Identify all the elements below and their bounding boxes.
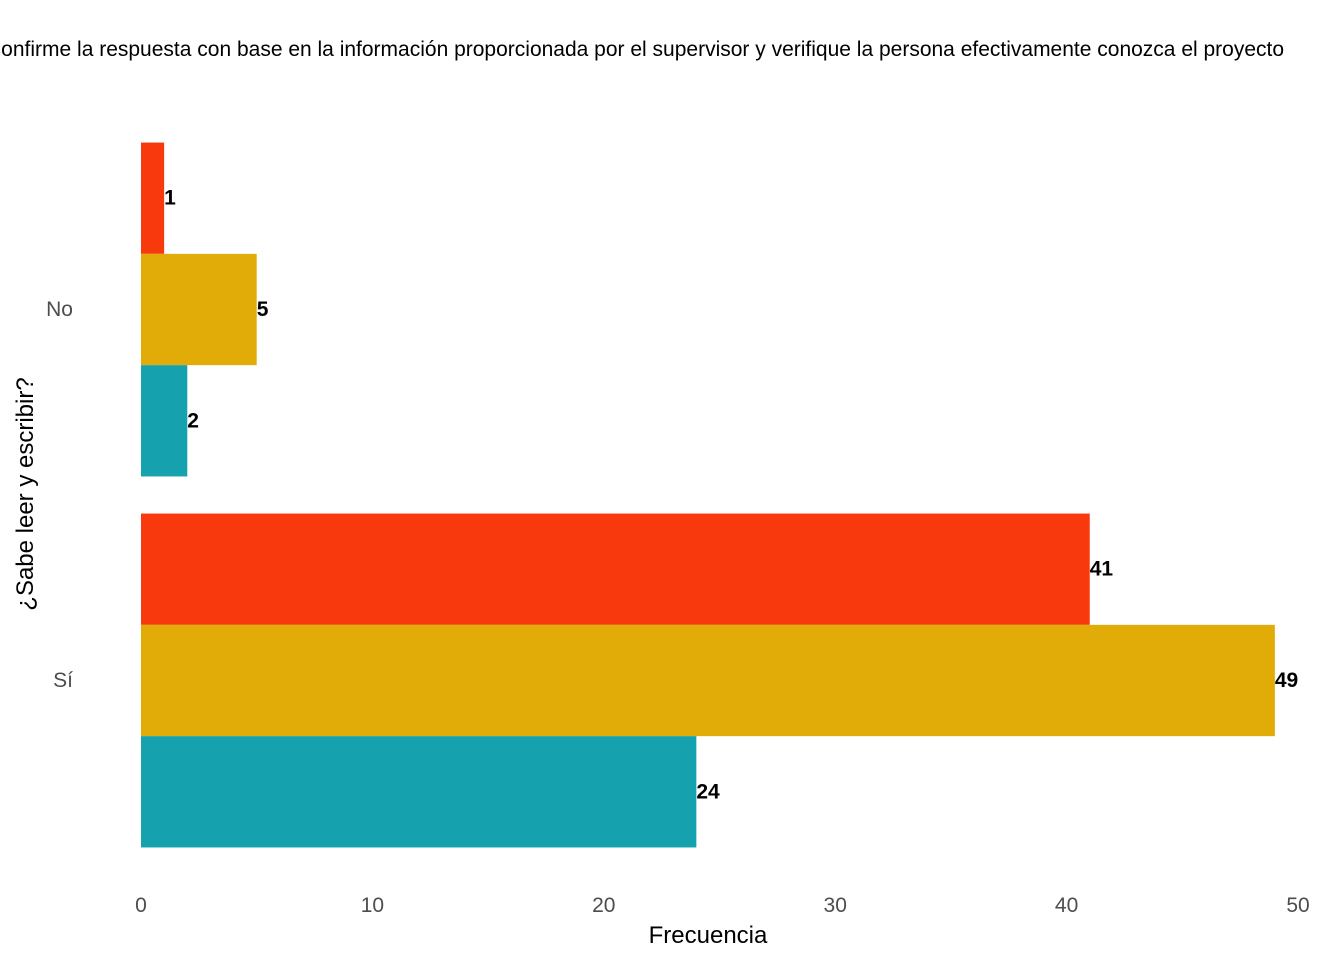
data-label-0-0: 1 <box>164 187 176 210</box>
x-tick-label-0: 0 <box>135 894 147 917</box>
bars-layer <box>141 142 1275 848</box>
bar-1-0 <box>141 513 1090 625</box>
category-labels-layer: No Sí <box>46 298 73 692</box>
data-label-0-2: 2 <box>187 409 199 432</box>
category-label-1: Sí <box>53 669 73 692</box>
x-tick-label-2: 20 <box>592 894 615 917</box>
x-tick-label-1: 10 <box>361 894 384 917</box>
x-tick-label-3: 30 <box>824 894 847 917</box>
bar-0-0 <box>141 142 165 254</box>
bar-0-1 <box>141 253 257 366</box>
chart-title: Confirme la respuesta con base en la inf… <box>0 38 1284 61</box>
data-label-1-0: 41 <box>1090 558 1114 581</box>
data-label-1-1: 49 <box>1275 669 1298 692</box>
bar-0-2 <box>141 365 188 477</box>
data-label-0-1: 5 <box>257 298 269 321</box>
category-label-0: No <box>46 298 73 321</box>
data-labels-layer: 1 5 2 41 49 24 <box>164 187 1298 804</box>
bar-1-1 <box>141 624 1275 737</box>
x-tick-label-4: 40 <box>1055 894 1078 917</box>
data-label-1-2: 24 <box>696 780 720 803</box>
bar-1-2 <box>141 736 697 848</box>
y-axis-title: ¿Sabe leer y escribir? <box>12 377 39 610</box>
x-tick-labels-layer: 0 10 20 30 40 50 <box>135 894 1310 917</box>
x-tick-label-5: 50 <box>1286 894 1309 917</box>
x-axis-title: Frecuencia <box>649 922 768 949</box>
